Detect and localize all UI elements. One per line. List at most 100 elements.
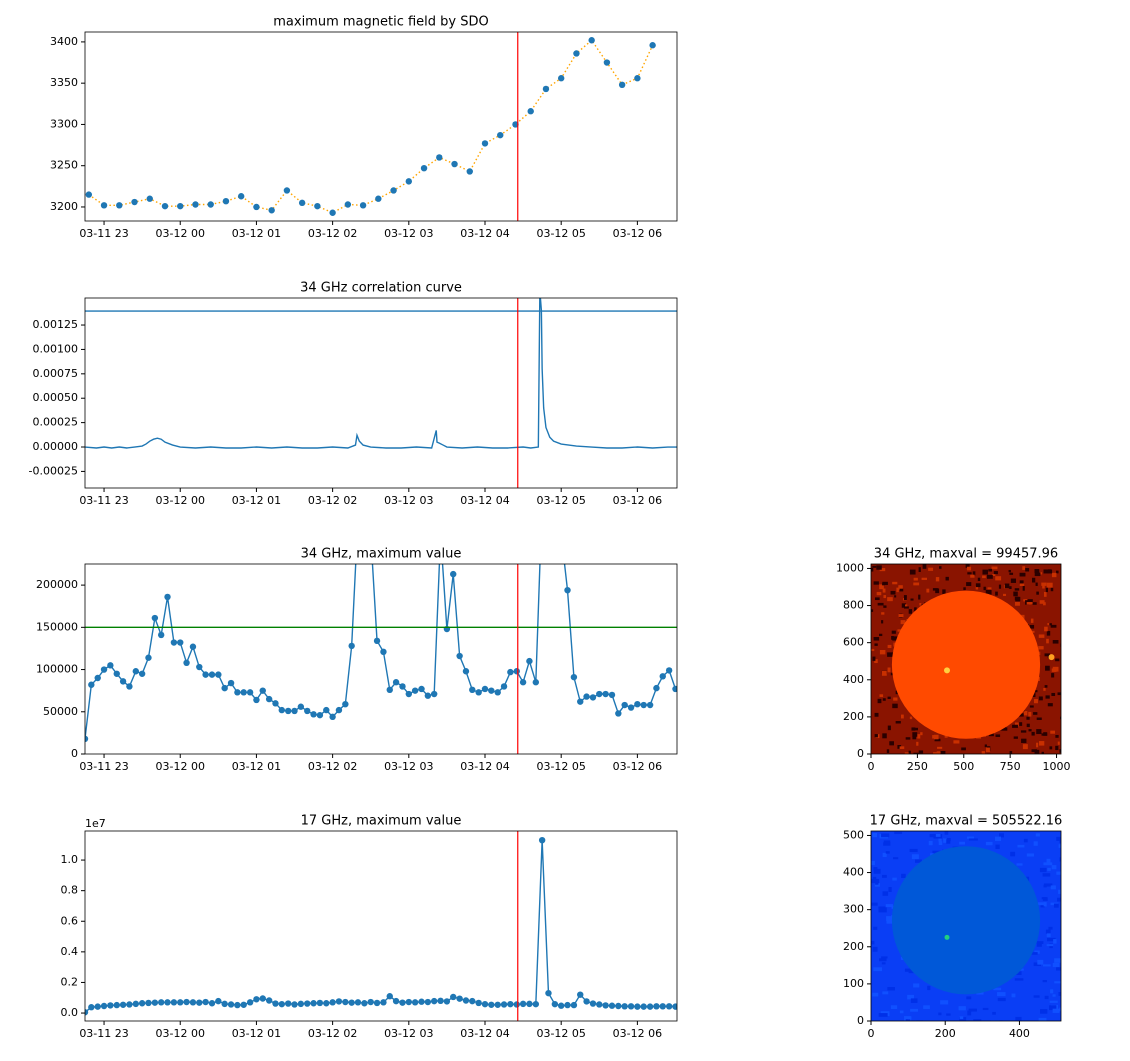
data-point (348, 642, 355, 650)
data-point (665, 1003, 673, 1010)
data-point (545, 989, 552, 997)
data-point (627, 704, 635, 711)
data-point (564, 586, 571, 594)
data-point (375, 195, 382, 202)
noise (882, 581, 888, 585)
noise (982, 1007, 989, 1011)
noise (1043, 902, 1047, 907)
noise (1029, 624, 1035, 629)
data-point (183, 998, 190, 1006)
y-tick-label: 300 (843, 903, 864, 916)
noise (1022, 585, 1025, 591)
noise (1038, 696, 1043, 701)
data-point (297, 703, 305, 710)
noise (1049, 1005, 1057, 1011)
data-point (348, 999, 355, 1006)
noise (872, 656, 876, 661)
offset-text: 1e7 (85, 817, 106, 830)
x-tick-label: 03-12 02 (308, 760, 357, 773)
noise (1060, 645, 1061, 650)
noise (1052, 640, 1059, 644)
noise (992, 573, 996, 576)
noise (887, 652, 893, 657)
noise (1036, 591, 1039, 595)
noise (872, 946, 878, 952)
data-point (85, 1009, 89, 1016)
data-point (138, 1000, 146, 1007)
noise (926, 588, 930, 593)
noise (986, 574, 993, 579)
noise (879, 958, 887, 962)
noise (959, 1016, 964, 1020)
noise (883, 842, 891, 846)
noise (892, 877, 897, 881)
noise (943, 838, 947, 843)
y-tick-label: 0.00075 (33, 367, 79, 380)
noise (1037, 959, 1044, 965)
x-tick-label: 03-12 01 (232, 760, 281, 773)
data-point (291, 707, 298, 715)
noise (912, 736, 917, 740)
data-point (208, 1000, 216, 1007)
data-point (126, 683, 133, 690)
noise (882, 733, 887, 739)
noise (953, 740, 960, 744)
data-point (208, 671, 216, 678)
noise (1047, 867, 1051, 871)
noise (1031, 602, 1037, 605)
noise (890, 1005, 898, 1009)
data-point (551, 1000, 559, 1008)
noise (1016, 863, 1023, 866)
data-point (100, 1002, 108, 1010)
noise (915, 859, 922, 863)
noise (1009, 751, 1013, 754)
noise (889, 741, 894, 746)
noise (1051, 865, 1057, 870)
data-point (373, 637, 381, 645)
noise (900, 620, 906, 625)
data-point (344, 201, 352, 208)
noise (935, 833, 941, 837)
data-point (526, 1000, 533, 1008)
y-tick-label: 3200 (50, 200, 78, 213)
noise (993, 571, 998, 575)
data-point (436, 154, 443, 161)
data-point (177, 999, 184, 1006)
data-point (285, 1000, 292, 1007)
noise (874, 734, 878, 738)
y-tick-label: 200 (843, 940, 864, 953)
noise (1014, 588, 1020, 591)
noise (881, 874, 887, 878)
noise (946, 1013, 951, 1016)
noise (903, 595, 907, 601)
noise (940, 1000, 949, 1005)
noise (942, 589, 946, 595)
noise (874, 659, 878, 664)
noise (908, 609, 913, 614)
data-point (189, 999, 197, 1006)
data-point (526, 657, 533, 665)
noise (871, 609, 874, 612)
noise (913, 752, 920, 754)
data-point (113, 1001, 120, 1009)
y-tick-label: 50000 (43, 705, 78, 718)
noise (1023, 711, 1028, 716)
data-point (507, 668, 514, 676)
noise (879, 649, 886, 655)
data-point (615, 1002, 622, 1010)
noise (933, 752, 938, 754)
plot-area (871, 831, 1061, 1021)
source (944, 667, 950, 674)
data-point (456, 652, 463, 660)
noise (1015, 971, 1022, 975)
noise (1046, 858, 1051, 863)
x-tick-label: 03-12 05 (536, 494, 585, 507)
noise (874, 883, 880, 887)
noise (1055, 570, 1059, 574)
data-point (386, 686, 393, 694)
noise (965, 564, 970, 568)
data-point (557, 75, 565, 82)
data-point (513, 1001, 520, 1008)
noise (1049, 1000, 1058, 1003)
data-point (170, 639, 178, 646)
